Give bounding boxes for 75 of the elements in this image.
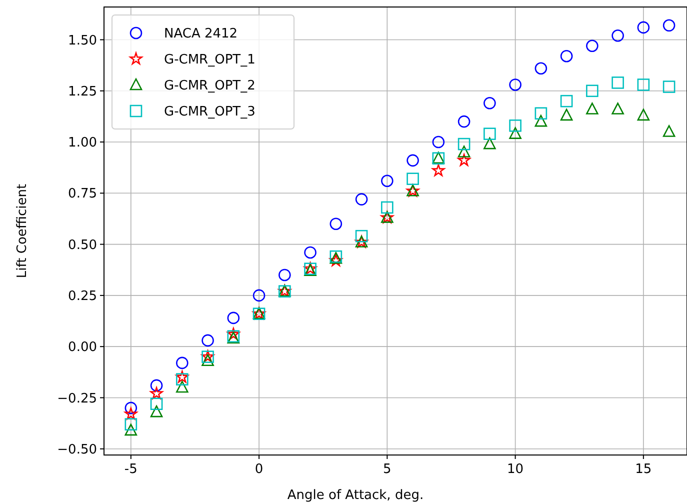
- point: [176, 373, 188, 386]
- point: [381, 174, 394, 188]
- point: [509, 127, 522, 139]
- point: [124, 418, 138, 430]
- x-tick-label: -5: [124, 462, 138, 477]
- point: [484, 96, 496, 110]
- x-tick-label: 0: [254, 462, 264, 477]
- point: [560, 94, 573, 108]
- x-axis-title: Angle of Attack, deg.: [287, 488, 424, 503]
- y-tick-label: −0.25: [57, 391, 97, 406]
- point: [662, 125, 676, 137]
- point: [612, 29, 624, 42]
- point: [150, 379, 163, 392]
- point: [432, 136, 445, 148]
- point: [484, 137, 496, 150]
- point: [227, 328, 240, 340]
- x-tick-label: 15: [635, 462, 652, 477]
- y-tick-label: 1.25: [68, 84, 97, 100]
- point: [304, 246, 316, 259]
- point: [509, 78, 522, 91]
- point: [330, 218, 342, 230]
- point: [458, 146, 470, 158]
- point: [176, 380, 188, 393]
- point: [124, 407, 138, 420]
- point: [509, 120, 522, 132]
- legend-label: G-CMR_OPT_1: [164, 52, 256, 68]
- point: [150, 387, 163, 400]
- point: [662, 19, 676, 32]
- y-tick-label: 0.75: [68, 186, 97, 202]
- y-tick-label: 0.50: [68, 238, 97, 253]
- point: [176, 356, 188, 370]
- y-axis-title: Lift Coefficient: [15, 184, 30, 278]
- point: [381, 201, 394, 214]
- point: [637, 78, 650, 91]
- legend-label: G-CMR_OPT_2: [164, 78, 256, 94]
- point: [150, 405, 163, 418]
- y-tick-label: 0.00: [68, 340, 97, 356]
- point: [560, 50, 573, 62]
- point: [458, 115, 470, 128]
- point: [484, 128, 496, 140]
- x-tick-label: 5: [383, 462, 392, 477]
- point: [586, 102, 598, 114]
- y-tick-label: 1.00: [68, 136, 97, 151]
- point: [612, 76, 624, 89]
- point: [176, 370, 188, 383]
- point: [458, 138, 470, 150]
- point: [637, 108, 650, 121]
- point: [278, 268, 291, 282]
- point: [150, 398, 163, 410]
- point: [458, 154, 470, 166]
- point: [355, 193, 368, 206]
- point: [330, 254, 342, 266]
- legend-label: NACA 2412: [164, 26, 238, 42]
- point: [586, 84, 598, 98]
- y-tick-label: 0.25: [68, 288, 97, 304]
- point: [406, 154, 419, 167]
- point: [560, 108, 573, 121]
- y-tick-label: 1.50: [68, 33, 97, 48]
- point: [612, 102, 624, 114]
- point: [227, 312, 240, 324]
- point: [662, 80, 676, 93]
- point: [586, 40, 598, 52]
- point: [637, 21, 650, 34]
- point: [406, 172, 419, 185]
- legend-label: G-CMR_OPT_3: [164, 104, 256, 120]
- point: [124, 402, 138, 414]
- point: [534, 114, 548, 127]
- point: [124, 424, 138, 436]
- point: [252, 289, 266, 302]
- point: [432, 164, 445, 176]
- point: [202, 334, 214, 347]
- x-tick-label: 10: [507, 462, 524, 477]
- point: [534, 62, 548, 75]
- point: [534, 107, 548, 120]
- y-tick-label: −0.50: [57, 442, 97, 458]
